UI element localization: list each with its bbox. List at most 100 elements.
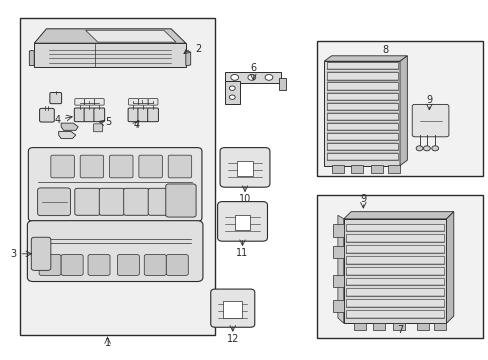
Bar xyxy=(331,165,343,173)
Bar xyxy=(278,78,285,90)
FancyBboxPatch shape xyxy=(109,155,133,178)
FancyBboxPatch shape xyxy=(210,289,254,327)
FancyBboxPatch shape xyxy=(138,99,148,105)
FancyBboxPatch shape xyxy=(144,255,166,275)
Bar xyxy=(346,224,443,231)
Bar xyxy=(370,165,382,173)
Text: 3: 3 xyxy=(11,249,17,259)
FancyBboxPatch shape xyxy=(31,237,51,270)
Circle shape xyxy=(229,95,235,99)
Text: 5: 5 xyxy=(105,117,111,127)
Bar xyxy=(346,256,443,264)
Bar xyxy=(387,165,399,173)
Bar xyxy=(346,299,443,307)
Text: 4: 4 xyxy=(134,120,140,130)
Bar xyxy=(326,62,397,69)
FancyBboxPatch shape xyxy=(117,255,139,275)
Polygon shape xyxy=(61,123,78,130)
FancyBboxPatch shape xyxy=(168,155,191,178)
Bar xyxy=(332,246,343,258)
Text: 10: 10 xyxy=(238,194,251,204)
FancyBboxPatch shape xyxy=(147,108,158,122)
Polygon shape xyxy=(343,212,453,219)
Bar xyxy=(343,219,446,323)
FancyBboxPatch shape xyxy=(138,108,148,122)
Polygon shape xyxy=(337,215,343,323)
Circle shape xyxy=(264,75,272,80)
Bar xyxy=(350,165,363,173)
FancyBboxPatch shape xyxy=(84,99,94,105)
FancyBboxPatch shape xyxy=(80,155,103,178)
Text: 12: 12 xyxy=(226,334,239,344)
Bar xyxy=(234,215,250,230)
Bar xyxy=(326,123,397,130)
FancyBboxPatch shape xyxy=(28,148,202,221)
FancyBboxPatch shape xyxy=(84,108,95,122)
Bar xyxy=(392,323,404,330)
Bar xyxy=(326,143,397,150)
Text: 2: 2 xyxy=(195,44,201,54)
Bar xyxy=(224,72,281,83)
Circle shape xyxy=(415,146,422,151)
Bar xyxy=(237,161,252,176)
Bar xyxy=(346,245,443,253)
FancyBboxPatch shape xyxy=(39,255,61,275)
Text: 9: 9 xyxy=(426,95,431,105)
Bar xyxy=(332,275,343,287)
Bar xyxy=(346,288,443,296)
Bar xyxy=(346,310,443,318)
FancyBboxPatch shape xyxy=(61,255,83,275)
FancyBboxPatch shape xyxy=(94,108,104,122)
Polygon shape xyxy=(34,29,185,43)
FancyBboxPatch shape xyxy=(74,108,85,122)
FancyBboxPatch shape xyxy=(88,255,110,275)
FancyBboxPatch shape xyxy=(148,99,158,105)
Circle shape xyxy=(229,86,235,90)
FancyBboxPatch shape xyxy=(50,93,61,104)
Bar xyxy=(326,93,397,100)
Bar xyxy=(224,81,239,104)
FancyBboxPatch shape xyxy=(166,255,188,275)
FancyBboxPatch shape xyxy=(75,188,100,215)
FancyBboxPatch shape xyxy=(27,221,203,282)
Bar xyxy=(316,195,482,338)
Circle shape xyxy=(230,75,238,80)
Bar xyxy=(372,323,385,330)
Bar xyxy=(316,41,482,176)
Bar xyxy=(326,113,397,120)
Bar xyxy=(433,323,446,330)
Bar xyxy=(332,224,343,237)
Bar xyxy=(332,300,343,312)
Bar xyxy=(20,18,215,335)
Bar xyxy=(416,323,428,330)
Text: 11: 11 xyxy=(236,248,248,258)
FancyBboxPatch shape xyxy=(93,124,102,132)
Polygon shape xyxy=(185,51,190,66)
Bar xyxy=(326,72,397,80)
Polygon shape xyxy=(324,56,407,61)
Bar xyxy=(353,323,365,330)
Bar xyxy=(346,278,443,285)
Bar xyxy=(223,301,241,318)
Circle shape xyxy=(247,75,255,80)
Polygon shape xyxy=(446,212,453,323)
Polygon shape xyxy=(34,43,185,67)
FancyBboxPatch shape xyxy=(217,202,267,241)
Polygon shape xyxy=(399,56,407,166)
FancyBboxPatch shape xyxy=(128,108,139,122)
Bar xyxy=(326,133,397,140)
Circle shape xyxy=(423,146,429,151)
Text: 8: 8 xyxy=(382,45,387,55)
FancyBboxPatch shape xyxy=(94,99,104,105)
Polygon shape xyxy=(29,50,34,66)
Bar xyxy=(324,61,399,166)
Text: 6: 6 xyxy=(250,63,256,73)
FancyBboxPatch shape xyxy=(38,188,70,216)
Text: 1: 1 xyxy=(104,338,110,348)
Bar xyxy=(326,82,397,90)
Bar xyxy=(326,153,397,160)
FancyBboxPatch shape xyxy=(220,148,269,187)
Bar xyxy=(346,267,443,275)
FancyBboxPatch shape xyxy=(99,188,124,215)
Text: 9: 9 xyxy=(360,194,366,204)
